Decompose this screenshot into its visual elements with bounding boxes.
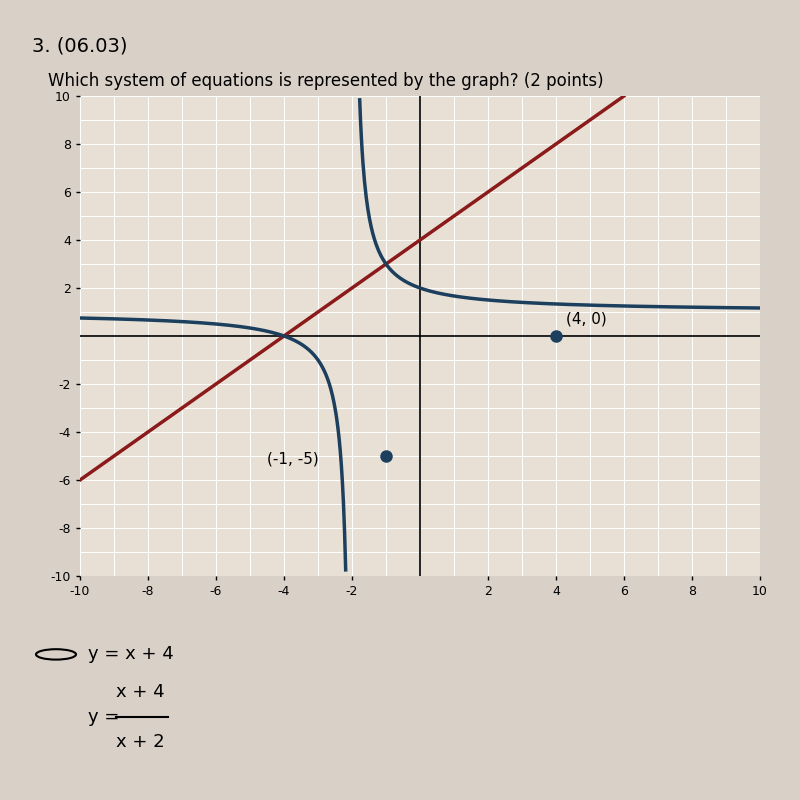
Text: x + 4: x + 4 — [116, 683, 164, 701]
Text: 3. (06.03): 3. (06.03) — [32, 36, 127, 55]
Text: (4, 0): (4, 0) — [566, 312, 607, 327]
Text: x + 2: x + 2 — [116, 733, 164, 750]
Text: y = x + 4: y = x + 4 — [88, 646, 174, 663]
Text: (-1, -5): (-1, -5) — [267, 451, 318, 466]
Text: y =: y = — [88, 708, 125, 726]
Text: Which system of equations is represented by the graph? (2 points): Which system of equations is represented… — [48, 72, 604, 90]
